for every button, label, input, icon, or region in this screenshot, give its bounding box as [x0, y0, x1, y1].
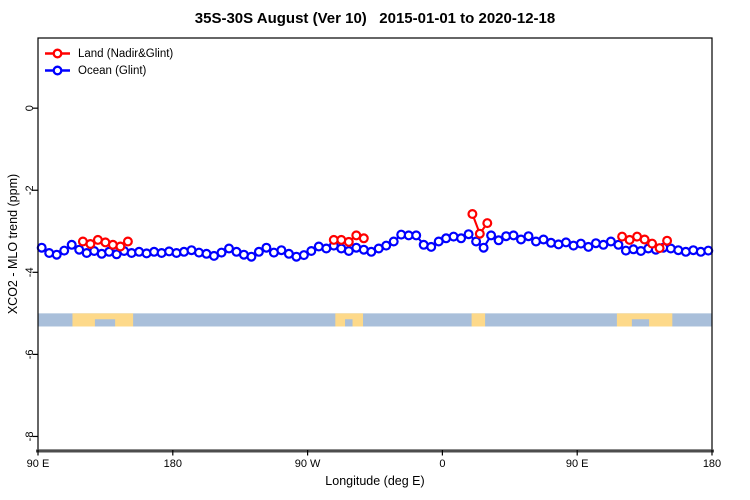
data-point: [703, 245, 714, 256]
data-point: [66, 239, 77, 250]
data-point: [59, 245, 70, 256]
y-tick-label: -4: [24, 267, 36, 277]
x-tick-label: 90 W: [295, 458, 321, 470]
map-coast-notch: [631, 319, 650, 327]
data-point: [647, 238, 658, 249]
x-tick-label: 90 E: [27, 458, 50, 470]
legend-label-land: Land (Nadir&Glint): [78, 47, 174, 60]
data-point: [306, 246, 317, 257]
legend: Land (Nadir&Glint) Ocean (Glint): [44, 45, 173, 79]
data-point: [662, 235, 673, 246]
x-tick-label: 0: [439, 458, 445, 470]
data-point: [381, 240, 392, 251]
legend-label-ocean: Ocean (Glint): [78, 64, 147, 77]
bottom-baseline: [36, 449, 714, 453]
chart-title: 35S-30S August (Ver 10) 2015-01-01 to 20…: [194, 10, 556, 27]
data-point: [467, 209, 478, 220]
data-point: [493, 235, 504, 246]
data-point: [474, 228, 485, 239]
data-point: [388, 236, 399, 247]
data-point: [216, 247, 227, 258]
data-point: [463, 229, 474, 240]
land-series: [77, 209, 673, 254]
data-point: [456, 233, 467, 244]
data-point: [508, 230, 519, 241]
data-point: [583, 241, 594, 252]
y-axis-label: XCO2 - MLO trend (ppm): [6, 173, 21, 315]
map-strip: [38, 313, 712, 327]
x-tick-label: 180: [703, 458, 721, 470]
data-point: [486, 230, 497, 241]
x-tick-label: 180: [164, 458, 182, 470]
map-coast-notch: [94, 319, 116, 327]
data-point: [261, 242, 272, 253]
data-point: [343, 236, 354, 247]
data-point: [36, 242, 47, 253]
legend-item-ocean: Ocean (Glint): [44, 62, 173, 79]
data-point: [51, 249, 62, 260]
map-ocean-band: [38, 313, 712, 327]
data-point: [122, 236, 133, 247]
data-point: [253, 246, 264, 257]
ocean-series-symbol-icon: [45, 65, 70, 76]
data-point: [478, 242, 489, 253]
y-tick-label: 0: [24, 105, 36, 111]
data-point: [471, 236, 482, 247]
data-point: [276, 245, 287, 256]
legend-item-land: Land (Nadir&Glint): [44, 45, 173, 62]
plot-axes: 90 E 180 90 W 0 90 E 180 0 -2 -4 -6 -8: [24, 37, 721, 470]
ocean-series: [36, 229, 714, 262]
y-tick-label: -2: [24, 185, 36, 195]
data-point: [85, 239, 96, 250]
data-point: [115, 241, 126, 252]
data-point: [654, 243, 665, 254]
data-point: [482, 218, 493, 229]
y-axis-label-wrap: XCO2 - MLO trend (ppm): [0, 38, 26, 450]
data-point: [523, 231, 534, 242]
map-land-patch: [471, 313, 486, 327]
data-point: [411, 230, 422, 241]
x-tick-label: 90 E: [566, 458, 589, 470]
data-point: [613, 239, 624, 250]
x-axis-label: Longitude (deg E): [325, 474, 425, 488]
data-point: [426, 241, 437, 252]
land-series-symbol-icon: [45, 48, 70, 59]
data-point: [358, 233, 369, 244]
data-point: [298, 250, 309, 261]
map-coast-notch: [345, 319, 353, 327]
y-tick-label: -8: [24, 432, 36, 442]
data-point: [639, 234, 650, 245]
y-tick-label: -6: [24, 349, 36, 359]
data-point: [246, 251, 257, 262]
